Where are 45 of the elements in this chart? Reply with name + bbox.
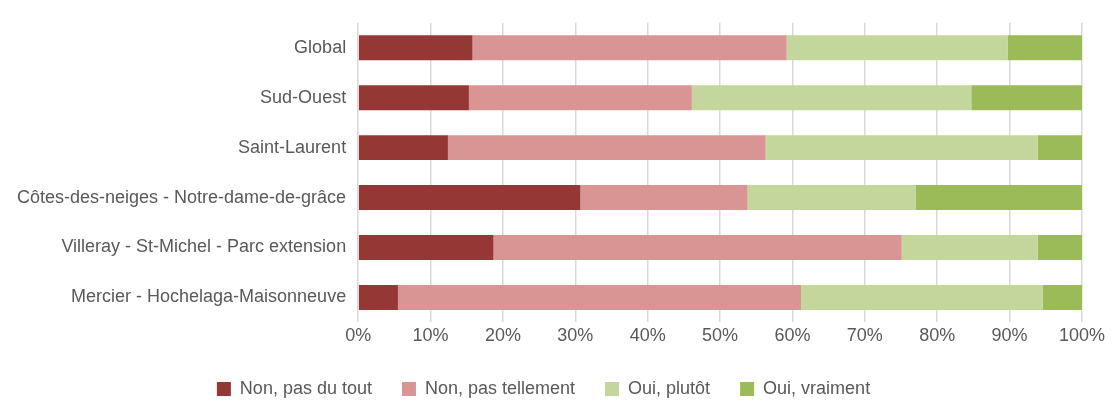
x-tick-label: 90% [991, 325, 1028, 346]
y-tick-label: Mercier - Hochelaga-Maisonneuve [71, 286, 347, 307]
bar [468, 85, 692, 111]
x-tick-label: 50% [702, 325, 739, 346]
bar [358, 135, 448, 161]
legend-label: Non, pas tellement [424, 377, 576, 398]
y-tick-label: Saint-Laurent [238, 136, 347, 157]
bar [765, 135, 1038, 161]
x-tick-label: 80% [919, 325, 956, 346]
bar [691, 85, 972, 111]
bar [472, 35, 787, 61]
bar [358, 185, 581, 211]
bar [1037, 235, 1082, 260]
legend-label: Oui, vraiment [763, 377, 871, 398]
bar [358, 284, 398, 310]
bar [358, 235, 494, 260]
x-tick-label: 100% [1058, 325, 1106, 346]
x-tick-label: 0% [345, 325, 372, 346]
bar [901, 235, 1038, 260]
x-tick-label: 20% [484, 325, 521, 346]
bar [358, 85, 469, 111]
bar [786, 35, 1008, 61]
bar [580, 185, 748, 211]
y-tick-label: Villeray - St-Michel - Parc extension [61, 236, 347, 257]
bar [447, 135, 766, 161]
bar [397, 284, 802, 310]
bar [747, 185, 916, 211]
bar [971, 85, 1082, 111]
x-tick-label: 30% [557, 325, 594, 346]
x-tick-label: 10% [412, 325, 449, 346]
legend-label: Oui, plutôt [628, 377, 711, 398]
bar [801, 284, 1043, 310]
bar [493, 235, 902, 260]
x-tick-label: 70% [846, 325, 883, 346]
y-tick-label: Global [294, 36, 347, 57]
y-tick-label: Sud-Ouest [260, 86, 347, 107]
legend-label: Non, pas du tout [239, 377, 372, 398]
y-tick-label: Côtes-des-neiges - Notre-dame-de-grâce [16, 186, 347, 207]
x-tick-label: 40% [629, 325, 666, 346]
bar [1007, 35, 1082, 61]
bar [915, 185, 1082, 211]
bar [1042, 284, 1082, 310]
bar [358, 35, 473, 61]
bar [1037, 135, 1082, 161]
x-tick-label: 60% [774, 325, 811, 346]
